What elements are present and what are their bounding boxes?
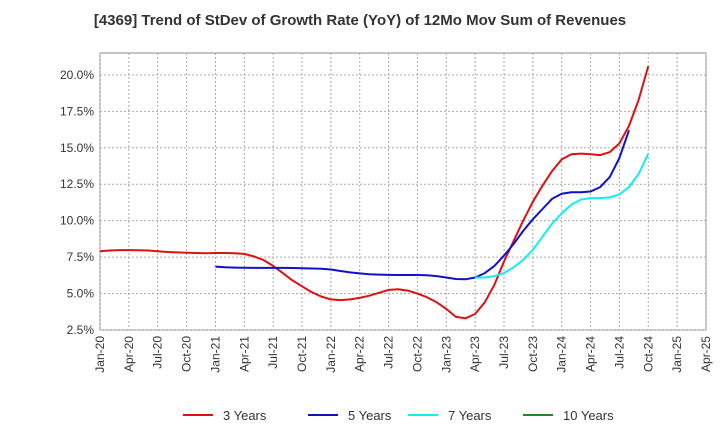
y-tick-label: 17.5%	[60, 104, 94, 118]
x-tick-label: Jan-23	[439, 336, 453, 373]
legend-label-7-years: 7 Years	[448, 408, 492, 423]
x-tick-label: Jan-20	[93, 336, 107, 373]
legend-label-5-years: 5 Years	[348, 408, 392, 423]
grid-lines	[99, 53, 707, 331]
series-lines	[99, 65, 650, 320]
legend-label-3-years: 3 Years	[223, 408, 267, 423]
series-line-3-years	[99, 65, 650, 320]
x-tick-label: Apr-21	[237, 336, 251, 372]
x-tick-label: Jul-21	[266, 336, 280, 369]
legend-label-10-years: 10 Years	[563, 408, 614, 423]
x-axis-ticks: Jan-20 Apr-20 Jul-20 Oct-20 Jan-21 Apr-21 Jul-…	[93, 336, 713, 373]
series-line-7-years	[475, 153, 650, 279]
x-tick-label: Oct-21	[295, 336, 309, 372]
y-tick-label: 7.5%	[67, 250, 95, 264]
x-tick-label: Jan-25	[670, 336, 684, 373]
x-tick-label: Oct-23	[526, 336, 540, 372]
series-line-5-years	[215, 129, 630, 281]
y-tick-label: 15.0%	[60, 141, 94, 155]
y-axis-ticks: 2.5% 5.0% 7.5% 10.0% 12.5% 15.0% 17.5% 20.0%	[60, 68, 94, 337]
x-tick-label: Jul-22	[382, 336, 396, 369]
chart-title: [4369] Trend of StDev of Growth Rate (Yo…	[93, 12, 627, 29]
x-tick-label: Oct-22	[410, 336, 424, 372]
x-tick-label: Apr-20	[122, 336, 136, 372]
y-tick-label: 10.0%	[60, 214, 94, 228]
x-tick-label: Oct-24	[641, 336, 655, 372]
legend: 3 Years 5 Years 7 Years 10 Years	[183, 408, 614, 423]
x-tick-label: Apr-24	[584, 336, 598, 372]
x-tick-label: Apr-23	[468, 336, 482, 372]
x-tick-label: Jan-22	[324, 336, 338, 373]
x-tick-label: Apr-22	[353, 336, 367, 372]
x-tick-label: Jul-23	[497, 336, 511, 369]
plot-area	[99, 52, 707, 331]
x-tick-label: Jan-24	[555, 336, 569, 373]
x-tick-label: Jul-24	[612, 336, 626, 369]
x-tick-label: Oct-20	[180, 336, 194, 372]
x-tick-label: Apr-25	[699, 336, 713, 372]
x-tick-label: Jul-20	[151, 336, 165, 369]
y-tick-label: 5.0%	[67, 287, 95, 301]
y-tick-label: 2.5%	[67, 323, 95, 337]
y-tick-label: 12.5%	[60, 177, 94, 191]
y-tick-label: 20.0%	[60, 68, 94, 82]
x-tick-label: Jan-21	[208, 336, 222, 373]
